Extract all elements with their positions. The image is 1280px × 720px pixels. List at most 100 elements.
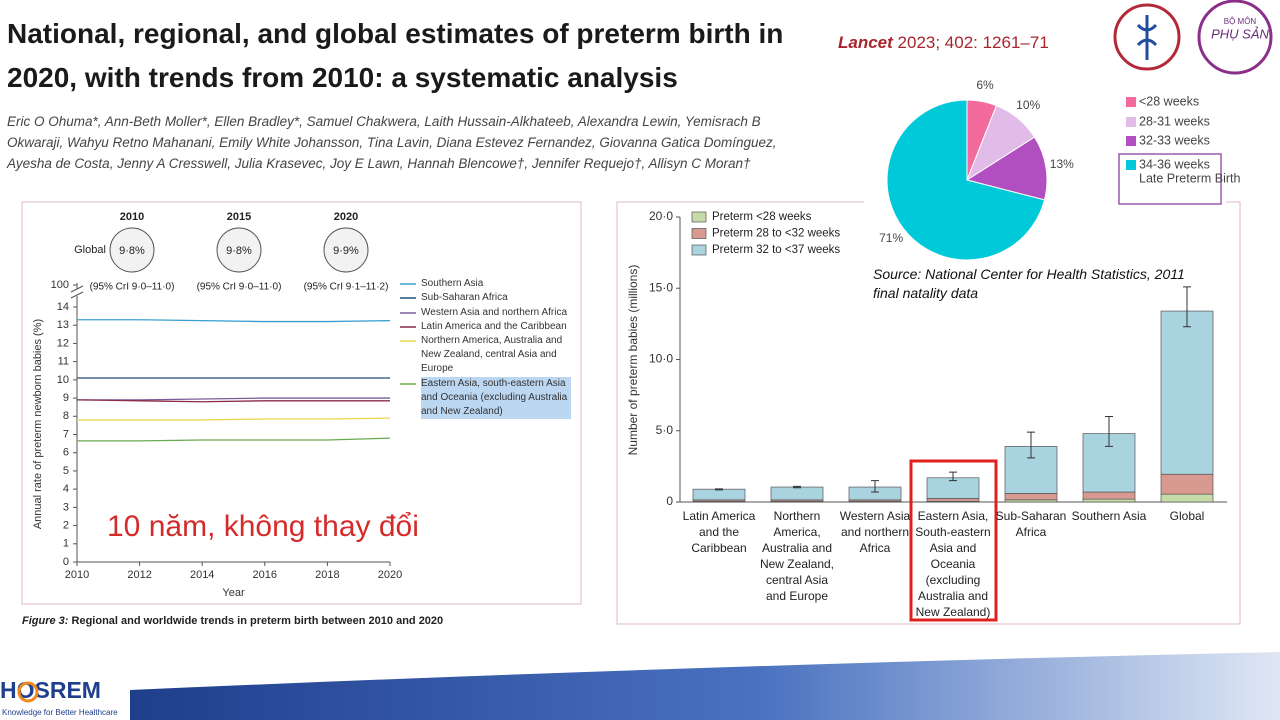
footer-band [130,652,1280,720]
logo: HOSREM [0,677,101,703]
x-tick-label: 2010 [65,569,89,581]
y-tick-label: 4 [63,483,69,495]
bar-segment [1004,493,1058,501]
y-tick-label: 5·0 [656,423,674,437]
y-tick-label: 3 [63,501,69,513]
line-panel [21,201,582,605]
y-tick-label: 6 [63,447,69,459]
series-line [77,397,390,401]
legend-label: Preterm <28 weeks [712,211,812,223]
bar-segment [1160,493,1214,503]
legend-label: Sub-Saharan Africa [421,292,508,303]
authors: Eric O Ohuma*, Ann-Beth Moller*, Ellen B… [7,114,777,171]
bar-segment [692,488,746,501]
y-axis-label: Number of preterm babies (millions) [626,265,640,456]
legend-label: Latin America and the Caribbean [421,321,567,332]
pie-slice [886,99,1046,261]
pie-slice [965,136,1048,201]
y-tick-label: 2 [63,519,69,531]
source-note: Source: National Center for Health Stati… [873,266,1185,301]
series-line [77,437,391,442]
series-line [76,399,390,403]
slice-label: 10% [1016,98,1040,112]
x-axis-label: Year [222,587,245,599]
annotation: 10 năm, không thay đổi [107,510,419,543]
estimate-ci: (95% CrI 9·0–11·0) [197,282,282,293]
slice-label: 13% [1050,157,1074,171]
slice-label: 6% [976,78,994,92]
error-bar [1183,286,1191,328]
legend-swatch [1126,117,1136,127]
legend-note: Late Preterm Birth [1139,171,1240,185]
y-tick-label: 9 [63,392,69,404]
error-bar [1105,416,1113,447]
estimate-ci: (95% CrI 9·1–11·2) [304,282,389,293]
y-tick-label: 5 [63,465,69,477]
citation: Lancet 2023; 402: 1261–71 [838,33,1049,53]
logo-tagline: Knowledge for Better Healthcare [2,708,118,717]
legend-label: Preterm 28 to <32 weeks [712,228,840,240]
estimate-circle [109,227,155,273]
estimate-title: Global [74,244,106,256]
error-bar [871,480,879,493]
bar-segment [770,486,824,501]
y-tick-label: 0 [63,556,69,568]
y-tick-label: 14 [57,301,69,313]
error-bar [1027,431,1035,459]
x-tick-label: 2014 [190,569,214,581]
estimate-value: 9·9% [333,245,359,257]
legend-label: 32-33 weeks [1139,133,1210,147]
estimate-year: 2020 [334,211,358,223]
error-bar [949,471,957,482]
x-tick-label: 2020 [378,569,402,581]
y-tick-label: 11 [58,356,69,368]
x-tick-label: Global [1169,509,1205,523]
y-tick-label: 13 [57,319,69,331]
y-tick-label: 0 [666,494,673,508]
legend-label: Southern Asia [421,278,484,289]
y-tick-label: 7 [63,428,69,440]
y-tick-label: 12 [57,337,69,349]
bar-segment [1160,473,1214,495]
legend-label: Northern America, Australia and New Zeal… [421,335,563,374]
caption-text: Regional and worldwide trends in preterm… [71,615,444,627]
x-tick-label: Latin America and the Caribbean [682,509,756,555]
legend-swatch [1126,97,1136,107]
bar-segment [1082,491,1136,500]
citation-journal: Lancet [838,33,893,52]
title: National, regional, and global estimates… [7,18,784,93]
estimate-value: 9·8% [119,245,145,257]
series-line [77,417,391,421]
citation-ref: 2023; 402: 1261–71 [897,33,1049,52]
axis-break [70,285,84,299]
logo-accent [17,681,39,703]
legend-highlight [1118,153,1222,205]
legend-label: Eastern Asia, south-eastern Asia and Oce… [421,377,571,419]
bar-segment [1082,498,1136,503]
estimate-value: 9·8% [226,245,252,257]
legend-swatch [1126,160,1136,170]
school-logo-emblem [1136,15,1158,60]
y-tick-label: 8 [63,410,69,422]
x-tick-label: Eastern Asia, South-eastern Asia and Oce… [915,509,991,619]
legend-swatch [691,211,707,223]
legend-label: Western Asia and northern Africa [421,307,568,318]
dept-logo-text: BỘ MÔN [1224,17,1257,26]
x-tick-label: Western Asia and northern Africa [839,509,911,555]
y-tick-label: 20·0 [649,209,673,223]
estimate-circle [216,227,262,273]
highlight-box [909,459,998,622]
legend-label: <28 weeks [1139,94,1199,108]
legend-swatch [691,244,707,256]
legend-label: Preterm 32 to <37 weeks [712,244,840,256]
legend-swatch [691,228,707,239]
bar-segment [926,498,980,502]
slice-label: 71% [879,231,903,245]
y-tick-label: 10·0 [649,352,673,366]
y-tick-label: 15·0 [649,280,673,294]
x-tick-label: 2018 [315,569,339,581]
dept-logo [1197,0,1273,75]
estimate-circle [323,227,369,273]
x-tick-label: Sub-Saharan Africa [995,509,1067,539]
